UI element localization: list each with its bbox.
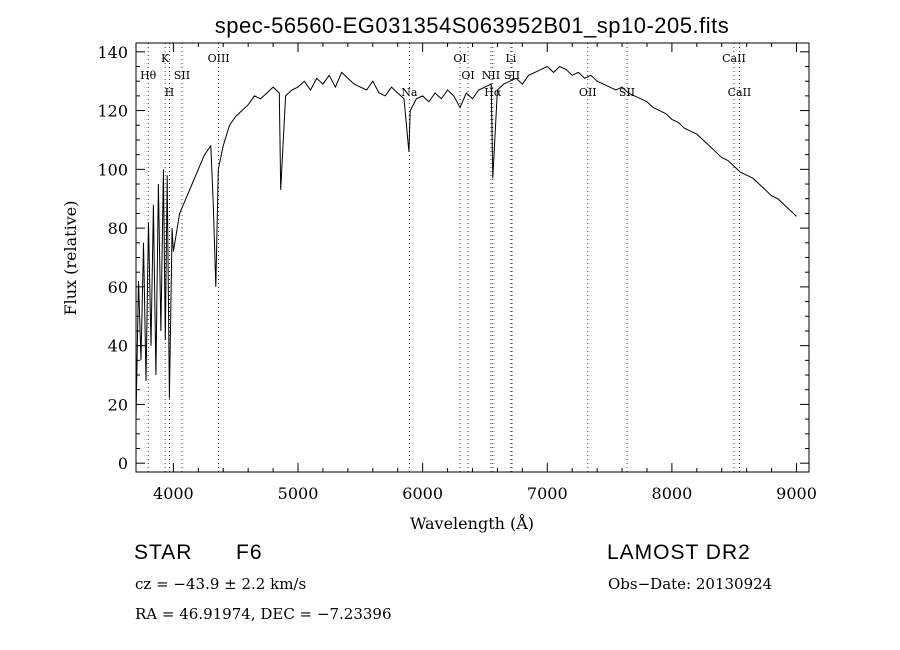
x-axis-ticks: 4000 5000 6000 7000 8000 9000: [153, 43, 817, 503]
spectrum-line: [135, 65, 797, 420]
spectral-line-label: K: [161, 52, 170, 65]
ra-dec: RA = 46.91974, DEC = −7.23396: [135, 605, 392, 623]
y-axis-ticks: 0 20 40 60 80 100 120 140: [97, 43, 809, 473]
object-subclass: F6: [236, 541, 263, 564]
y-tick-label: 60: [108, 278, 128, 297]
spectral-line-label: OIII: [208, 52, 230, 65]
chart-title: spec-56560-EG031354S063952B01_sp10-205.f…: [215, 13, 729, 38]
observation-date: Obs−Date: 20130924: [608, 575, 773, 593]
spectral-line-label: SII: [619, 86, 635, 99]
plot-frame: [135, 42, 810, 473]
x-axis-label: Wavelength (Å): [410, 513, 534, 533]
spectral-line-label: CaII: [728, 86, 752, 99]
spectral-line-label: SII: [174, 69, 190, 82]
spectral-line-label: CaII: [722, 52, 746, 65]
y-tick-label: 40: [108, 337, 128, 356]
y-axis-label: Flux (relative): [61, 201, 80, 316]
y-tick-label: 100: [97, 160, 128, 179]
redshift-cz: cz = −43.9 ± 2.2 km/s: [135, 575, 307, 593]
object-class: STAR: [134, 541, 193, 564]
spectral-line-label: OII: [579, 86, 597, 99]
x-tick-label: 7000: [527, 484, 568, 503]
spectral-line-label: Na: [401, 86, 418, 99]
x-tick-label: 9000: [776, 484, 817, 503]
x-tick-label: 6000: [402, 484, 443, 503]
x-tick-label: 4000: [153, 484, 194, 503]
x-tick-label: 5000: [278, 484, 319, 503]
y-tick-label: 80: [108, 219, 128, 238]
survey-name: LAMOST DR2: [607, 541, 751, 564]
spectral-line-label: Hθ: [140, 69, 157, 82]
spectral-line-label: H: [165, 86, 175, 99]
x-tick-label: 8000: [652, 484, 693, 503]
spectral-line-label: Li: [505, 52, 516, 65]
spectral-line-label: OI: [461, 69, 474, 82]
y-tick-label: 0: [118, 454, 128, 473]
spectral-line-label: NII: [482, 69, 500, 82]
y-tick-label: 120: [97, 102, 128, 121]
y-tick-label: 20: [108, 395, 128, 414]
spectral-line-label: OI: [453, 52, 466, 65]
y-tick-label: 140: [97, 43, 128, 62]
